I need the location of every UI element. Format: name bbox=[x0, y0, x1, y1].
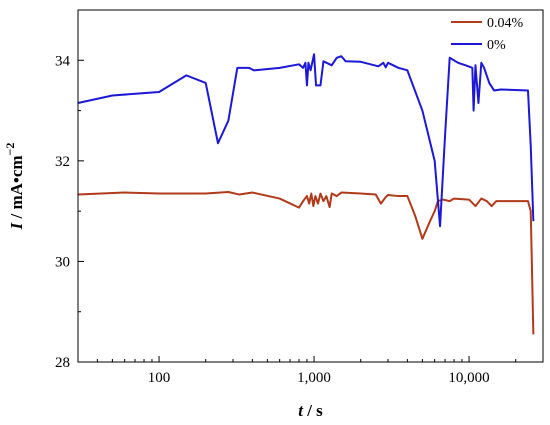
series-line-1 bbox=[77, 53, 535, 228]
y-axis-unit-exponent: −2 bbox=[3, 143, 17, 156]
y-axis-unit: mA•cm bbox=[7, 155, 26, 209]
series-layer bbox=[77, 53, 535, 335]
y-axis-title: I / mA•cm−2 bbox=[3, 143, 26, 231]
legend-label-0pct: 0% bbox=[487, 38, 506, 53]
x-tick-label: 100 bbox=[148, 370, 171, 386]
legend-label-0.04pct: 0.04% bbox=[487, 16, 524, 31]
ticks-layer: 28 30 32 34 100 1,000 10,000 bbox=[55, 53, 544, 386]
x-tick-label: 1,000 bbox=[297, 370, 331, 386]
legend: 0.04% 0% bbox=[451, 16, 524, 53]
y-tick-label: 28 bbox=[55, 355, 70, 371]
y-tick-label: 30 bbox=[55, 254, 70, 270]
x-axis-title: t / s bbox=[298, 401, 323, 420]
x-axis-unit: s bbox=[316, 401, 323, 420]
plot-frame bbox=[77, 9, 544, 363]
y-axis-variable: I bbox=[7, 221, 26, 230]
x-tick-label: 10,000 bbox=[448, 370, 489, 386]
x-axis-variable: t bbox=[298, 401, 304, 420]
y-tick-label: 34 bbox=[55, 53, 71, 69]
y-tick-label: 32 bbox=[55, 154, 70, 170]
series-line-0 bbox=[77, 191, 535, 335]
